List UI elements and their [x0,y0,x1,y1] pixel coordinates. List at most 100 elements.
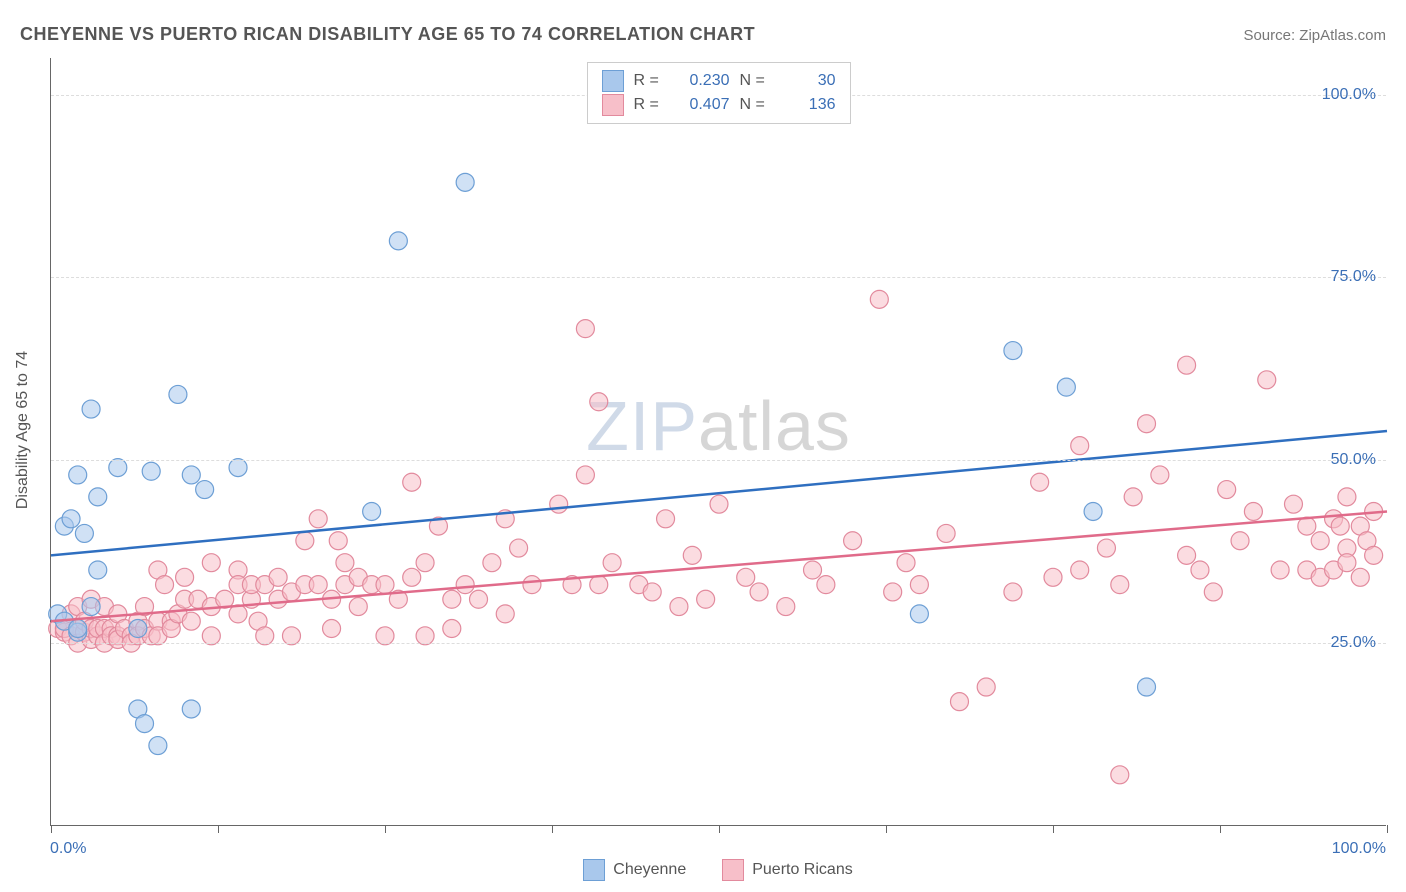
point-puerto-ricans [950,693,968,711]
point-puerto-ricans [202,627,220,645]
x-tick [719,825,720,833]
point-cheyenne [1084,502,1102,520]
point-puerto-ricans [697,590,715,608]
point-puerto-ricans [1331,517,1349,535]
point-puerto-ricans [870,290,888,308]
point-puerto-ricans [176,568,194,586]
legend-label: Puerto Ricans [752,861,853,879]
point-puerto-ricans [884,583,902,601]
point-puerto-ricans [1111,576,1129,594]
chart-header: CHEYENNE VS PUERTO RICAN DISABILITY AGE … [20,24,1386,45]
point-puerto-ricans [910,576,928,594]
point-puerto-ricans [1004,583,1022,601]
point-cheyenne [62,510,80,528]
point-puerto-ricans [590,393,608,411]
r-value: 0.230 [678,69,730,93]
point-puerto-ricans [182,612,200,630]
point-puerto-ricans [269,568,287,586]
point-cheyenne [69,466,87,484]
gridline [51,460,1386,461]
point-puerto-ricans [1111,766,1129,784]
y-tick-label: 50.0% [1331,451,1376,469]
point-puerto-ricans [282,627,300,645]
point-puerto-ricans [1365,546,1383,564]
point-puerto-ricans [1097,539,1115,557]
r-value: 0.407 [678,93,730,117]
point-puerto-ricans [483,554,501,572]
point-puerto-ricans [1218,481,1236,499]
point-puerto-ricans [202,554,220,572]
point-puerto-ricans [1071,561,1089,579]
point-puerto-ricans [1031,473,1049,491]
x-tick [552,825,553,833]
point-puerto-ricans [416,554,434,572]
point-puerto-ricans [456,576,474,594]
point-puerto-ricans [1191,561,1209,579]
point-puerto-ricans [670,598,688,616]
x-tick [886,825,887,833]
x-axis-max-label: 100.0% [1332,840,1386,858]
y-tick-label: 75.0% [1331,268,1376,286]
point-cheyenne [109,459,127,477]
point-cheyenne [182,700,200,718]
plot-svg [51,58,1386,825]
point-cheyenne [136,715,154,733]
point-puerto-ricans [977,678,995,696]
point-puerto-ricans [643,583,661,601]
x-axis-min-label: 0.0% [50,840,86,858]
point-puerto-ricans [777,598,795,616]
point-cheyenne [196,481,214,499]
point-puerto-ricans [576,466,594,484]
point-puerto-ricans [443,620,461,638]
point-puerto-ricans [1178,546,1196,564]
legend-swatch [583,859,605,881]
n-label: N = [740,93,774,117]
point-puerto-ricans [576,320,594,338]
point-cheyenne [1138,678,1156,696]
point-cheyenne [1057,378,1075,396]
point-puerto-ricans [1351,568,1369,586]
legend-item: Puerto Ricans [722,859,853,881]
point-puerto-ricans [844,532,862,550]
point-puerto-ricans [376,576,394,594]
point-puerto-ricans [496,605,514,623]
x-tick [51,825,52,833]
point-puerto-ricans [329,532,347,550]
point-puerto-ricans [323,620,341,638]
point-puerto-ricans [309,510,327,528]
gridline [51,277,1386,278]
point-puerto-ricans [1311,532,1329,550]
point-puerto-ricans [1284,495,1302,513]
point-puerto-ricans [1204,583,1222,601]
point-puerto-ricans [510,539,528,557]
point-cheyenne [1004,342,1022,360]
legend-swatch [602,94,624,116]
point-puerto-ricans [737,568,755,586]
point-cheyenne [389,232,407,250]
point-cheyenne [169,385,187,403]
point-puerto-ricans [349,598,367,616]
n-label: N = [740,69,774,93]
point-puerto-ricans [1138,415,1156,433]
point-puerto-ricans [710,495,728,513]
point-puerto-ricans [1338,488,1356,506]
point-puerto-ricans [937,524,955,542]
legend-item: Cheyenne [583,859,686,881]
legend-series: Cheyenne Puerto Ricans [50,859,1386,886]
point-cheyenne [82,400,100,418]
r-label: R = [634,69,668,93]
n-value: 30 [784,69,836,93]
legend-stat-row: R = 0.230 N = 30 [602,69,836,93]
point-cheyenne [82,598,100,616]
trendline-puerto-ricans [51,511,1387,621]
point-puerto-ricans [1151,466,1169,484]
gridline [51,643,1386,644]
point-puerto-ricans [443,590,461,608]
trendline-cheyenne [51,431,1387,555]
point-cheyenne [182,466,200,484]
n-value: 136 [784,93,836,117]
chart-title: CHEYENNE VS PUERTO RICAN DISABILITY AGE … [20,24,755,45]
y-tick-label: 25.0% [1331,634,1376,652]
point-puerto-ricans [1244,502,1262,520]
x-tick [385,825,386,833]
